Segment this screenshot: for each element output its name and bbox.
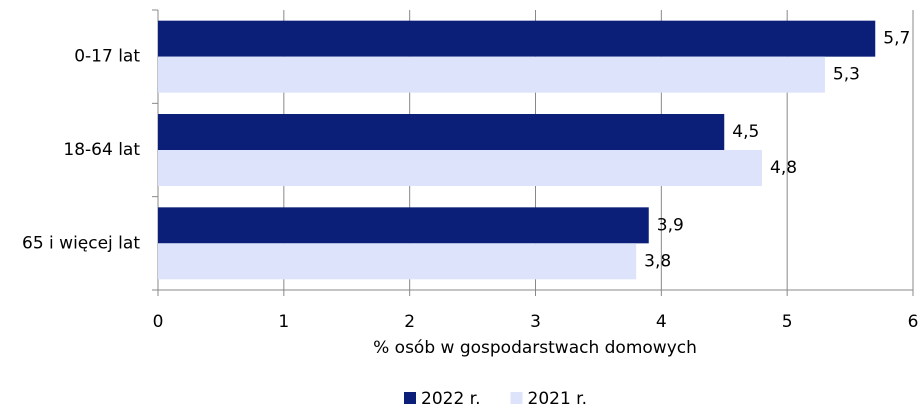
- data-label: 4,8: [770, 158, 797, 178]
- data-label: 5,3: [833, 65, 860, 85]
- bar: [158, 20, 876, 57]
- x-tick-label: 6: [908, 312, 919, 332]
- legend-swatch: [404, 392, 416, 404]
- data-label: 5,7: [883, 29, 910, 49]
- x-tick-label: 4: [656, 312, 667, 332]
- x-tick-label: 5: [782, 312, 793, 332]
- x-tick-label: 3: [530, 312, 541, 332]
- y-tick-label: 65 i więcej lat: [22, 233, 140, 253]
- bar: [158, 114, 725, 150]
- x-axis-title: % osób w gospodarstwach domowych: [373, 338, 697, 358]
- bar: [158, 150, 762, 186]
- data-label: 4,5: [732, 122, 759, 142]
- legend-label: 2021 r.: [528, 389, 588, 408]
- bar: [158, 243, 637, 280]
- legend-swatch: [510, 392, 523, 404]
- data-label: 3,9: [657, 215, 684, 235]
- bar: [158, 207, 649, 244]
- y-tick-label: 0-17 lat: [74, 47, 140, 67]
- data-label: 3,8: [644, 251, 671, 271]
- x-tick-label: 1: [278, 312, 289, 332]
- bar: [158, 56, 825, 93]
- x-tick-label: 2: [404, 312, 415, 332]
- legend-label: 2022 r.: [421, 389, 481, 408]
- x-tick-label: 0: [153, 312, 164, 332]
- y-tick-label: 18-64 lat: [63, 140, 140, 160]
